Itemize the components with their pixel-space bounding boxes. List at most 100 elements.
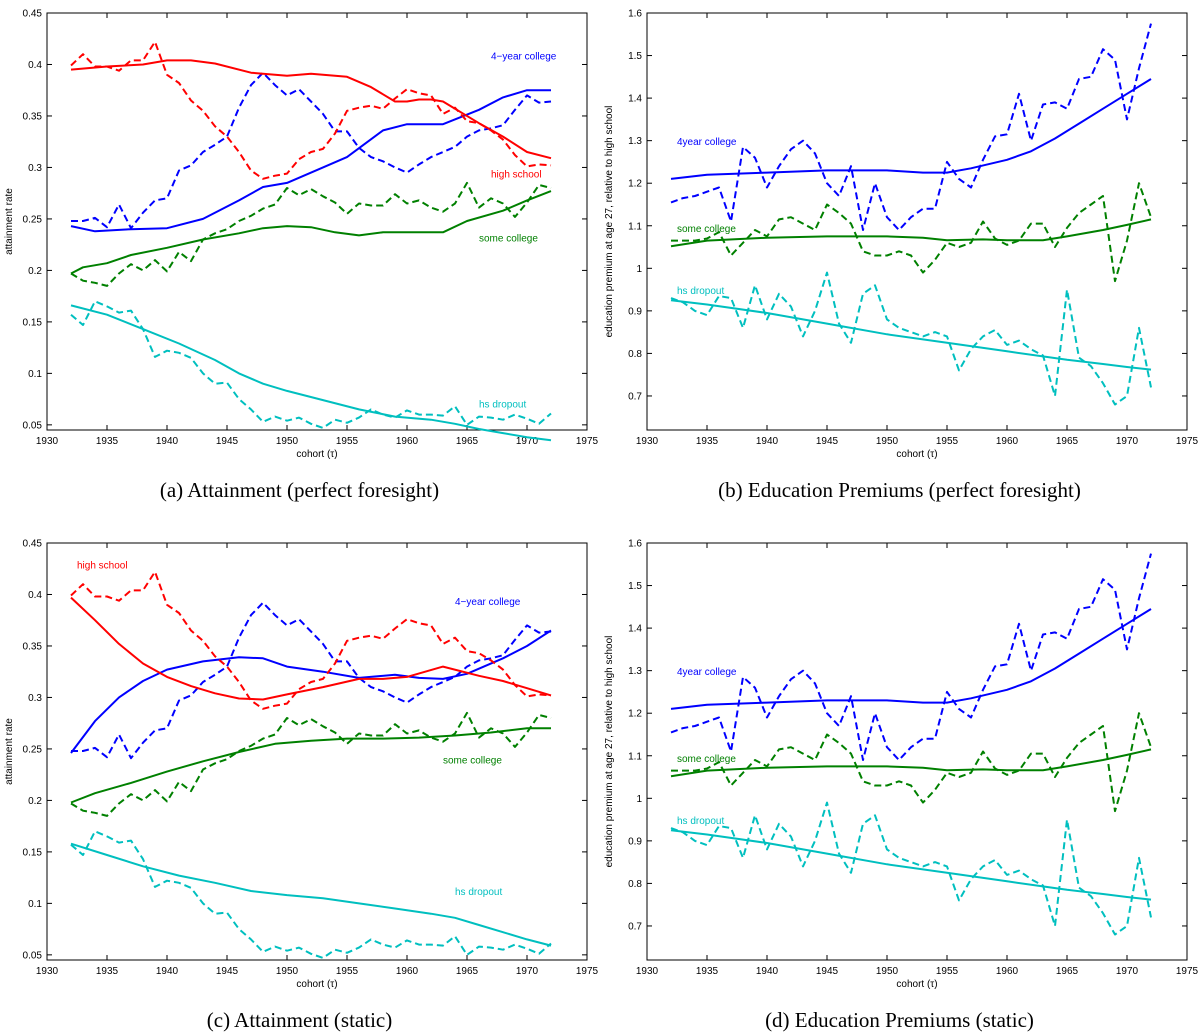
hs-dropout-solid-line — [670, 829, 1152, 901]
y-tick-label: 0.3 — [28, 163, 42, 174]
y-axis-label: education premium at age 27, relative to… — [604, 106, 615, 338]
y-tick-label: 0.15 — [23, 847, 43, 858]
x-tick-label: 1930 — [636, 436, 659, 447]
some-college-solid-line — [70, 190, 552, 275]
y-tick-label: 1.2 — [628, 709, 642, 720]
y-tick-label: 1.4 — [628, 94, 642, 105]
x-tick-label: 1930 — [36, 966, 59, 977]
y-tick-label: 0.2 — [28, 266, 42, 277]
high-school-solid-line — [70, 59, 552, 160]
x-axis-label: cohort (τ) — [896, 979, 937, 990]
y-tick-label: 0.7 — [628, 391, 642, 402]
y-tick-label: 1.5 — [628, 581, 642, 592]
y-tick-label: 0.45 — [23, 539, 43, 550]
chart-attainment-static: 1930 1935 1940 1945 1950 1955 1960 1965 1970 1975… — [4, 539, 599, 991]
series-annotation: 4−year college — [491, 51, 557, 62]
y-tick-label: 0.4 — [28, 60, 42, 71]
y-tick-label: 0.8 — [628, 879, 642, 890]
series-annotation: some college — [479, 234, 538, 245]
chart-attainment-perfect-foresight: 1930 1935 1940 1945 1950 1955 1960 1965 1970 1975… — [4, 9, 599, 461]
x-tick-label: 1960 — [996, 436, 1019, 447]
x-tick-label: 1960 — [396, 966, 419, 977]
x-tick-label: 1950 — [876, 436, 899, 447]
x-tick-label: 1975 — [576, 436, 599, 447]
hs-dropout-solid-line — [70, 842, 552, 947]
y-axis-label: education premium at age 27, relative to… — [604, 636, 615, 868]
x-tick-label: 1970 — [516, 436, 539, 447]
x-tick-label: 1975 — [1176, 436, 1199, 447]
y-tick-label: 0.45 — [23, 9, 43, 20]
y-tick-label: 1.2 — [628, 179, 642, 190]
x-tick-label: 1950 — [276, 436, 299, 447]
y-axis-label: attainment rate — [4, 188, 15, 255]
series-annotation: some college — [677, 754, 736, 765]
x-tick-label: 1965 — [456, 436, 479, 447]
series-dashed-line — [70, 711, 552, 817]
series-dashed-line — [70, 570, 552, 710]
x-tick-label: 1965 — [1056, 436, 1079, 447]
x-tick-label: 1955 — [336, 966, 359, 977]
caption: (a) Attainment (perfect foresight) — [159, 478, 440, 502]
x-tick-label: 1950 — [276, 966, 299, 977]
4-year-college-solid-line — [70, 89, 551, 233]
hs-dropout-solid-line — [70, 304, 552, 442]
x-tick-label: 1940 — [156, 436, 179, 447]
y-tick-label: 0.7 — [628, 921, 642, 932]
y-tick-label: 0.05 — [23, 420, 43, 431]
4-year-college-solid-line — [70, 629, 552, 754]
x-tick-label: 1950 — [876, 966, 899, 977]
series-dashed-line — [671, 712, 1152, 813]
panel-premiums-perfect-foresight: 1930 1935 1940 1945 1950 1955 1960 1965 1970 1975… — [600, 0, 1199, 503]
series-annotation: hs dropout — [677, 286, 724, 297]
y-tick-label: 0.9 — [628, 836, 642, 847]
series-annotation: high school — [77, 561, 128, 572]
series-dashed-line — [70, 181, 552, 287]
y-tick-label: 0.3 — [28, 693, 42, 704]
x-tick-label: 1940 — [756, 966, 779, 977]
caption: (c) Attainment (static) — [206, 1008, 393, 1032]
x-tick-label: 1960 — [396, 436, 419, 447]
plot-frame — [646, 542, 1188, 961]
series-annotation: hs dropout — [455, 887, 502, 898]
panel-premiums-static: 1930 1935 1940 1945 1950 1955 1960 1965 1970 1975… — [600, 530, 1199, 1033]
y-axis-label: attainment rate — [4, 718, 15, 785]
y-tick-label: 0.2 — [28, 796, 42, 807]
some-college-solid-line — [670, 218, 1152, 248]
x-axis-label: cohort (τ) — [296, 449, 337, 460]
series-dashed-line — [71, 71, 552, 230]
x-axis-label: cohort (τ) — [296, 979, 337, 990]
series-annotation: some college — [677, 224, 736, 235]
y-tick-label: 1 — [636, 264, 642, 275]
series-annotation: hs dropout — [677, 816, 724, 827]
y-tick-label: 0.05 — [23, 950, 43, 961]
x-tick-label: 1965 — [456, 966, 479, 977]
series-dashed-line — [71, 601, 552, 760]
y-tick-label: 1.6 — [628, 9, 642, 20]
caption: (b) Education Premiums (perfect foresigh… — [718, 478, 1081, 502]
series-annotation: some college — [443, 755, 502, 766]
y-tick-label: 0.15 — [23, 317, 43, 328]
series-dashed-line — [70, 830, 552, 959]
x-tick-label: 1945 — [216, 966, 239, 977]
x-tick-label: 1955 — [336, 436, 359, 447]
x-tick-label: 1960 — [996, 966, 1019, 977]
series-dashed-line — [671, 182, 1152, 283]
chart-premiums-perfect-foresight: 1930 1935 1940 1945 1950 1955 1960 1965 1970 1975… — [604, 9, 1199, 461]
y-tick-label: 1.1 — [628, 221, 642, 232]
hs-dropout-solid-line — [670, 299, 1152, 371]
y-tick-label: 1 — [636, 794, 642, 805]
y-tick-label: 0.8 — [628, 349, 642, 360]
x-tick-label: 1970 — [1116, 966, 1139, 977]
x-tick-label: 1930 — [36, 436, 59, 447]
high-school-solid-line — [70, 596, 552, 701]
some-college-solid-line — [70, 727, 551, 804]
x-tick-label: 1945 — [216, 436, 239, 447]
y-tick-label: 1.3 — [628, 136, 642, 147]
x-tick-label: 1965 — [1056, 966, 1079, 977]
series-dashed-line — [670, 801, 1152, 936]
x-tick-label: 1930 — [636, 966, 659, 977]
series-annotation: high school — [491, 170, 542, 181]
y-tick-label: 1.6 — [628, 539, 642, 550]
y-tick-label: 1.1 — [628, 751, 642, 762]
x-tick-label: 1945 — [816, 966, 839, 977]
